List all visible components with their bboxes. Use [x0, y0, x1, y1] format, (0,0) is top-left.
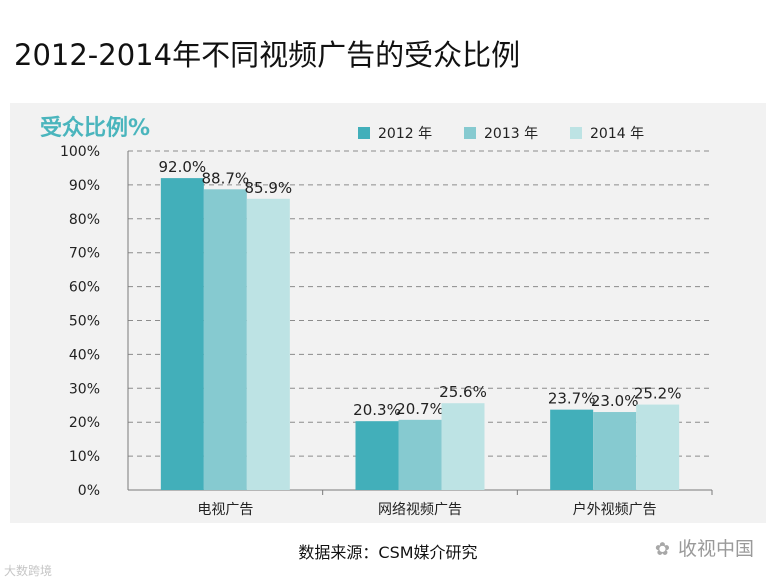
source-note: 数据来源：CSM媒介研究	[298, 543, 478, 562]
data-label: 92.0%	[159, 158, 207, 176]
y-tick-label: 70%	[69, 246, 100, 262]
bar	[636, 404, 680, 490]
x-tick-label: 网络视频广告	[378, 502, 462, 518]
wechat-icon: ✿	[654, 539, 670, 560]
data-label: 85.9%	[245, 179, 293, 197]
bar	[246, 198, 290, 490]
bar	[593, 412, 637, 490]
page-title: 2012-2014年不同视频广告的受众比例	[14, 38, 521, 72]
bar	[398, 419, 442, 490]
legend-swatch-1	[464, 127, 476, 139]
data-label: 25.6%	[439, 383, 487, 401]
data-label: 25.2%	[634, 385, 682, 403]
y-tick-label: 20%	[69, 415, 100, 431]
data-label: 88.7%	[202, 169, 250, 187]
data-label: 23.0%	[591, 392, 639, 410]
y-tick-label: 10%	[69, 449, 100, 465]
legend-label-2: 2014 年	[590, 126, 644, 142]
chart-heading: 受众比例%	[40, 115, 150, 141]
x-tick-label: 户外视频广告	[573, 501, 657, 518]
bar	[441, 403, 485, 490]
y-tick-label: 90%	[69, 178, 100, 194]
y-tick-label: 0%	[78, 483, 100, 499]
watermark-text: 收视中国	[677, 538, 754, 560]
legend-label-0: 2012 年	[378, 126, 432, 142]
bar	[355, 421, 399, 490]
legend-swatch-0	[358, 127, 370, 139]
legend-swatch-2	[570, 127, 582, 139]
y-tick-label: 80%	[69, 212, 100, 228]
watermark: ✿ 收视中国	[655, 534, 754, 561]
y-tick-label: 60%	[69, 280, 100, 296]
y-tick-label: 100%	[60, 144, 100, 160]
y-tick-label: 30%	[69, 381, 100, 397]
data-label: 23.7%	[548, 390, 596, 408]
x-tick-label: 电视广告	[197, 502, 253, 518]
data-label: 20.7%	[396, 400, 444, 418]
bar	[550, 409, 594, 490]
watermark-left: 大数跨境	[4, 564, 53, 578]
legend-label-1: 2013 年	[484, 126, 538, 142]
bar-chart: 受众比例% 2012 年 2013 年 2014 年 0% 10% 20% 30% 40% 50%…	[40, 115, 713, 518]
bar	[203, 189, 247, 490]
y-tick-label: 50%	[69, 314, 100, 330]
bar	[160, 178, 204, 490]
y-tick-label: 40%	[69, 347, 100, 363]
data-label: 20.3%	[353, 401, 401, 419]
chart-panel: 受众比例% 2012 年 2013 年 2014 年 0% 10% 20% 30% 40% 50%…	[10, 103, 766, 523]
